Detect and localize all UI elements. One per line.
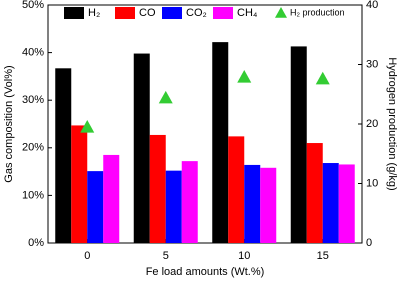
- legend-swatch: [115, 7, 135, 19]
- bar: [260, 167, 277, 243]
- x-tick-label: 15: [317, 250, 329, 262]
- y-tick-label: 0%: [28, 237, 44, 249]
- bar: [212, 42, 229, 244]
- y2-tick-label: 40: [366, 0, 378, 11]
- bar: [322, 163, 339, 243]
- legend-swatch: [213, 7, 233, 19]
- legend-label: H₂: [88, 7, 100, 19]
- x-tick-label: 10: [238, 250, 250, 262]
- bar: [306, 143, 323, 243]
- bar: [71, 125, 88, 243]
- legend-marker: [275, 7, 287, 18]
- x-axis-label: Fe load amounts (Wt.%): [146, 266, 265, 278]
- y-tick-label: 10%: [22, 189, 44, 201]
- bar: [181, 161, 198, 243]
- y-tick-label: 40%: [22, 47, 44, 59]
- bar: [228, 136, 245, 243]
- bar: [55, 68, 72, 243]
- triangle-marker: [80, 119, 95, 133]
- y-axis-label: Gas composition (Vol%): [3, 65, 15, 182]
- legend-label: CO: [139, 7, 156, 19]
- y2-tick-label: 0: [366, 237, 372, 249]
- y2-axis-label: Hydrogen production (g/kg): [386, 57, 398, 190]
- y-tick-label: 50%: [22, 0, 44, 11]
- legend-label: H₂ production: [290, 7, 345, 17]
- bar: [103, 154, 120, 243]
- legend-swatch: [162, 7, 182, 19]
- bar: [87, 171, 104, 243]
- triangle-marker: [237, 69, 252, 83]
- y-tick-label: 30%: [22, 94, 44, 106]
- bar: [165, 170, 182, 243]
- x-tick-label: 0: [84, 250, 90, 262]
- bar: [338, 164, 355, 243]
- bar: [290, 46, 307, 243]
- x-tick-label: 5: [163, 250, 169, 262]
- legend-label: CO₂: [186, 7, 207, 19]
- bar: [244, 164, 261, 243]
- bar: [149, 134, 166, 243]
- y2-tick-label: 30: [366, 58, 378, 70]
- bar: [133, 53, 150, 243]
- y2-tick-label: 10: [366, 177, 378, 189]
- y2-tick-label: 20: [366, 118, 378, 130]
- triangle-marker: [158, 90, 173, 104]
- triangle-marker: [315, 71, 330, 85]
- y-tick-label: 20%: [22, 142, 44, 154]
- legend-swatch: [64, 7, 84, 19]
- legend-label: CH₄: [237, 7, 258, 19]
